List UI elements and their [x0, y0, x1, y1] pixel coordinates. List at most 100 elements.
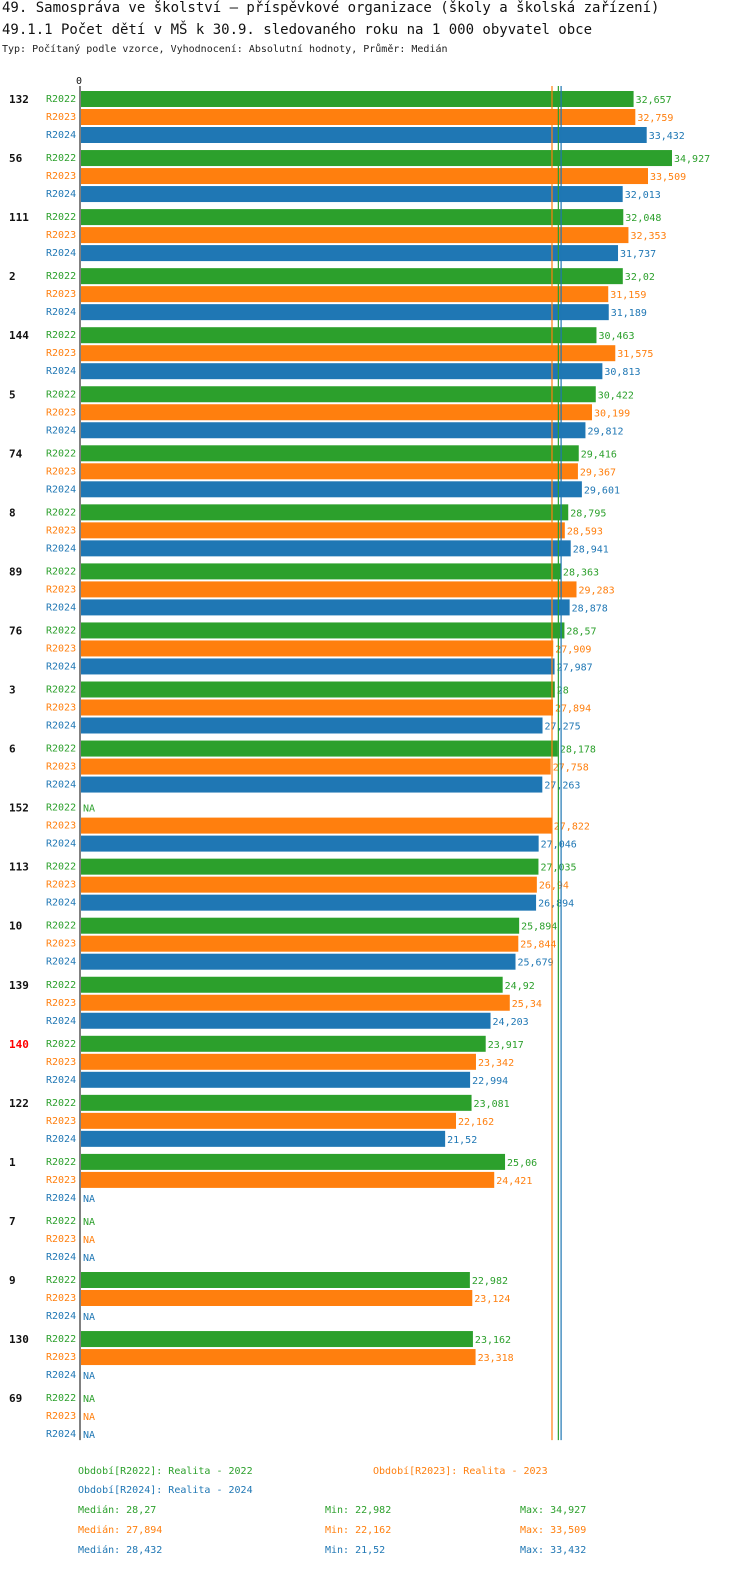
bar-111-R2023: [81, 227, 629, 244]
bar-140-R2024: [81, 1071, 471, 1088]
bar-130-R2023: [81, 1349, 476, 1366]
bar-9-R2022: [81, 1272, 470, 1288]
group-label-113: 113: [9, 861, 29, 874]
bar-5-R2024: [81, 422, 586, 439]
stat-min-r2023: Min: 22,162: [325, 1525, 392, 1536]
value-label-76-R2024: 27,987: [557, 662, 593, 673]
bar-89-R2022: [81, 563, 561, 580]
series-label-7-R2022: R2022: [46, 1216, 76, 1227]
group-label-10: 10: [9, 920, 22, 933]
chart-title: 49. Samospráva ve školství – příspěvkové…: [2, 0, 660, 16]
bar-144-R2022: [81, 327, 597, 344]
series-label-152-R2022: R2022: [46, 803, 76, 814]
series-label-10-R2024: R2024: [46, 957, 76, 968]
value-label-8-R2023: 28,593: [567, 526, 603, 537]
value-label-152-R2023: 27,822: [554, 822, 590, 833]
bar-56-R2023: [81, 168, 649, 185]
series-label-152-R2024: R2024: [46, 839, 76, 850]
series-label-130-R2022: R2022: [46, 1334, 76, 1345]
series-label-122-R2022: R2022: [46, 1098, 76, 1109]
bar-10-R2024: [81, 953, 516, 970]
series-label-152-R2023: R2023: [46, 821, 76, 832]
na-label-69-R2022: NA: [83, 1394, 95, 1405]
group-label-6: 6: [9, 743, 16, 756]
value-label-76-R2022: 28,57: [566, 626, 596, 637]
na-label-130-R2024: NA: [83, 1371, 95, 1382]
series-label-1-R2022: R2022: [46, 1157, 76, 1168]
series-label-130-R2024: R2024: [46, 1370, 76, 1381]
bar-3-R2022: [81, 681, 555, 698]
series-label-1-R2024: R2024: [46, 1193, 76, 1204]
group-label-56: 56: [9, 152, 23, 165]
na-label-69-R2024: NA: [83, 1430, 95, 1441]
bar-122-R2024: [81, 1130, 446, 1147]
series-label-111-R2022: R2022: [46, 212, 76, 223]
bar-122-R2022: [81, 1094, 472, 1111]
bar-1-R2022: [81, 1153, 506, 1170]
value-label-76-R2023: 27,909: [555, 644, 591, 655]
bar-144-R2023: [81, 345, 616, 362]
bar-76-R2022: [81, 622, 565, 639]
stat-median-r2022: Medián: 28,27: [78, 1505, 157, 1516]
value-label-6-R2022: 28,178: [560, 745, 596, 756]
series-label-69-R2022: R2022: [46, 1393, 76, 1404]
series-label-89-R2024: R2024: [46, 602, 76, 613]
na-label-7-R2022: NA: [83, 1217, 95, 1228]
bar-6-R2023: [81, 758, 551, 775]
bar-6-R2022: [81, 740, 558, 757]
value-label-122-R2022: 23,081: [474, 1099, 510, 1110]
bar-2-R2022: [81, 268, 623, 285]
value-label-74-R2024: 29,601: [584, 485, 620, 496]
series-label-1-R2023: R2023: [46, 1175, 76, 1186]
series-label-8-R2024: R2024: [46, 543, 76, 554]
value-label-5-R2022: 30,422: [598, 390, 634, 401]
group-label-130: 130: [9, 1333, 29, 1346]
series-label-7-R2024: R2024: [46, 1252, 76, 1263]
value-label-5-R2024: 29,812: [587, 426, 623, 437]
na-label-7-R2024: NA: [83, 1253, 95, 1264]
axis-zero-label: 0: [76, 76, 82, 87]
bar-111-R2022: [81, 209, 624, 226]
value-label-139-R2024: 24,203: [493, 1017, 529, 1028]
series-label-122-R2024: R2024: [46, 1134, 76, 1145]
series-label-111-R2024: R2024: [46, 248, 76, 259]
series-label-5-R2023: R2023: [46, 407, 76, 418]
group-label-9: 9: [9, 1274, 16, 1287]
bar-111-R2024: [81, 245, 619, 262]
bar-113-R2022: [81, 858, 539, 875]
value-label-8-R2024: 28,941: [573, 544, 609, 555]
legend-r2024: Období[R2024]: Realita - 2024: [78, 1485, 253, 1496]
value-label-56-R2024: 32,013: [625, 190, 661, 201]
series-label-140-R2024: R2024: [46, 1075, 76, 1086]
value-label-56-R2023: 33,509: [650, 172, 686, 183]
value-label-2-R2022: 32,02: [625, 272, 655, 283]
bar-8-R2023: [81, 522, 565, 539]
group-label-140: 140: [9, 1038, 29, 1051]
bar-6-R2024: [81, 776, 543, 793]
bar-140-R2022: [81, 1035, 486, 1052]
value-label-56-R2022: 34,927: [674, 154, 710, 165]
series-label-2-R2024: R2024: [46, 307, 76, 318]
bar-113-R2024: [81, 894, 537, 911]
legend-r2022: Období[R2022]: Realita - 2022: [78, 1466, 253, 1477]
group-label-111: 111: [9, 211, 29, 224]
bar-9-R2023: [81, 1290, 473, 1306]
bar-140-R2023: [81, 1053, 476, 1070]
bar-10-R2023: [81, 935, 519, 952]
na-label-9-R2024: NA: [83, 1312, 95, 1323]
series-label-69-R2023: R2023: [46, 1411, 76, 1422]
value-label-140-R2022: 23,917: [488, 1040, 524, 1051]
value-label-113-R2023: 26,94: [539, 881, 569, 892]
bar-56-R2024: [81, 186, 623, 203]
series-label-8-R2022: R2022: [46, 507, 76, 518]
stat-median-r2024: Medián: 28,432: [78, 1545, 163, 1556]
group-label-89: 89: [9, 565, 22, 578]
value-label-8-R2022: 28,795: [570, 508, 606, 519]
value-label-144-R2024: 30,813: [604, 367, 640, 378]
bar-139-R2022: [81, 976, 503, 993]
group-label-5: 5: [9, 388, 16, 401]
value-label-89-R2022: 28,363: [563, 567, 599, 578]
group-label-8: 8: [9, 506, 16, 519]
series-label-144-R2023: R2023: [46, 348, 76, 359]
chart-type-line: Typ: Počítaný podle vzorce, Vyhodnocení:…: [2, 44, 448, 55]
